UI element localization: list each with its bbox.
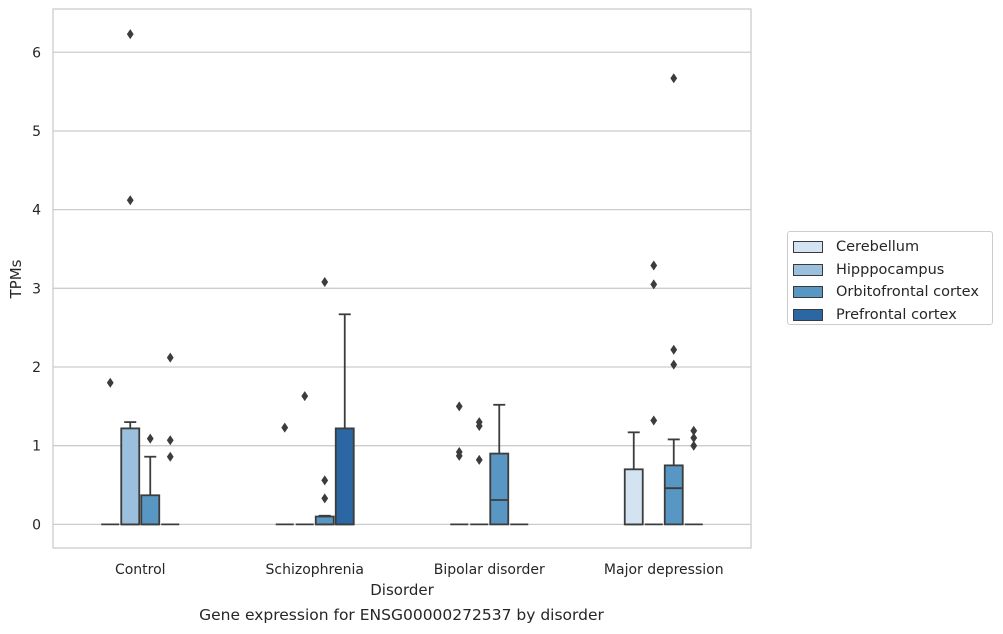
box-body xyxy=(140,494,161,526)
box-3-1 xyxy=(644,260,663,526)
legend-item: Prefrontal cortex xyxy=(793,304,992,327)
outlier-point xyxy=(146,433,154,444)
box-3-2 xyxy=(663,73,684,526)
outlier-point xyxy=(690,425,698,436)
box-body xyxy=(663,464,684,526)
outlier-point xyxy=(670,359,678,370)
box-3-0 xyxy=(623,431,644,526)
box-2-0 xyxy=(450,401,469,526)
outlier-point xyxy=(281,422,289,433)
box-body xyxy=(314,515,335,526)
outlier-point xyxy=(126,195,134,206)
outlier-point xyxy=(321,493,329,504)
y-tick-label: 2 xyxy=(32,360,41,376)
y-tick-label: 3 xyxy=(32,281,41,297)
box-0-1 xyxy=(120,29,141,526)
legend-item: Hipppocampus xyxy=(793,259,992,282)
legend-label: Orbitofrontal cortex xyxy=(836,284,979,301)
outlier-point xyxy=(166,352,174,363)
legend-swatch xyxy=(793,308,823,321)
grid-lines xyxy=(53,51,751,526)
boxes xyxy=(101,29,703,526)
outlier-point xyxy=(301,391,309,402)
box-body xyxy=(489,452,510,526)
box-1-2 xyxy=(314,277,335,526)
outlier-point xyxy=(475,421,483,432)
outlier-point xyxy=(166,451,174,462)
y-axis-ticks: 0 1 2 3 4 5 6 xyxy=(32,45,41,533)
legend-label: Cerebellum xyxy=(836,239,920,256)
legend-item: Orbitofrontal cortex xyxy=(793,281,992,304)
x-tick-label: Bipolar disorder xyxy=(434,562,545,578)
box-body xyxy=(120,427,141,526)
outlier-point xyxy=(670,344,678,355)
outlier-point xyxy=(126,29,134,40)
legend-item: Cerebellum xyxy=(793,236,992,259)
legend-swatch xyxy=(793,241,823,254)
legend-swatch xyxy=(793,263,823,276)
y-tick-label: 1 xyxy=(32,439,41,455)
outlier-point xyxy=(650,260,658,271)
outlier-point xyxy=(690,432,698,443)
x-tick-label: Control xyxy=(115,562,166,578)
box-2-2 xyxy=(489,403,510,526)
chart-title: Gene expression for ENSG00000272537 by d… xyxy=(199,606,604,624)
outlier-point xyxy=(690,440,698,451)
legend: Cerebellum Hipppocampus Orbitofrontal cort… xyxy=(787,231,993,325)
box-0-2 xyxy=(140,433,161,526)
outlier-point xyxy=(455,450,463,461)
box-0-0 xyxy=(101,377,120,526)
outlier-point xyxy=(166,435,174,446)
box-1-1 xyxy=(295,391,314,526)
outlier-point xyxy=(321,475,329,486)
y-axis-title: TPMs xyxy=(7,259,25,299)
y-tick-label: 5 xyxy=(32,124,41,140)
box-1-3 xyxy=(334,313,355,526)
box-1-0 xyxy=(275,422,294,526)
x-tick-label: Major depression xyxy=(604,562,724,578)
y-tick-label: 6 xyxy=(32,45,41,61)
y-tick-label: 0 xyxy=(32,517,41,533)
x-axis-ticks: Control Schizophrenia Bipolar disorder Majo… xyxy=(115,562,724,578)
box-body xyxy=(623,468,644,526)
outlier-point xyxy=(455,401,463,412)
x-axis-title: Disorder xyxy=(370,581,434,599)
legend-swatch xyxy=(793,286,823,299)
outlier-point xyxy=(475,454,483,465)
legend-label: Prefrontal cortex xyxy=(836,306,957,323)
outlier-point xyxy=(321,277,329,288)
legend-label: Hipppocampus xyxy=(836,261,945,278)
plot-area-frame xyxy=(52,8,752,549)
outlier-point xyxy=(670,73,678,84)
box-2-1 xyxy=(470,417,489,526)
box-3-3 xyxy=(684,425,703,526)
outlier-point xyxy=(650,279,658,290)
outlier-point xyxy=(106,377,114,388)
box-body xyxy=(334,427,355,526)
x-tick-label: Schizophrenia xyxy=(266,562,364,578)
outlier-point xyxy=(650,415,658,426)
y-tick-label: 4 xyxy=(32,203,41,219)
box-0-3 xyxy=(161,352,180,526)
